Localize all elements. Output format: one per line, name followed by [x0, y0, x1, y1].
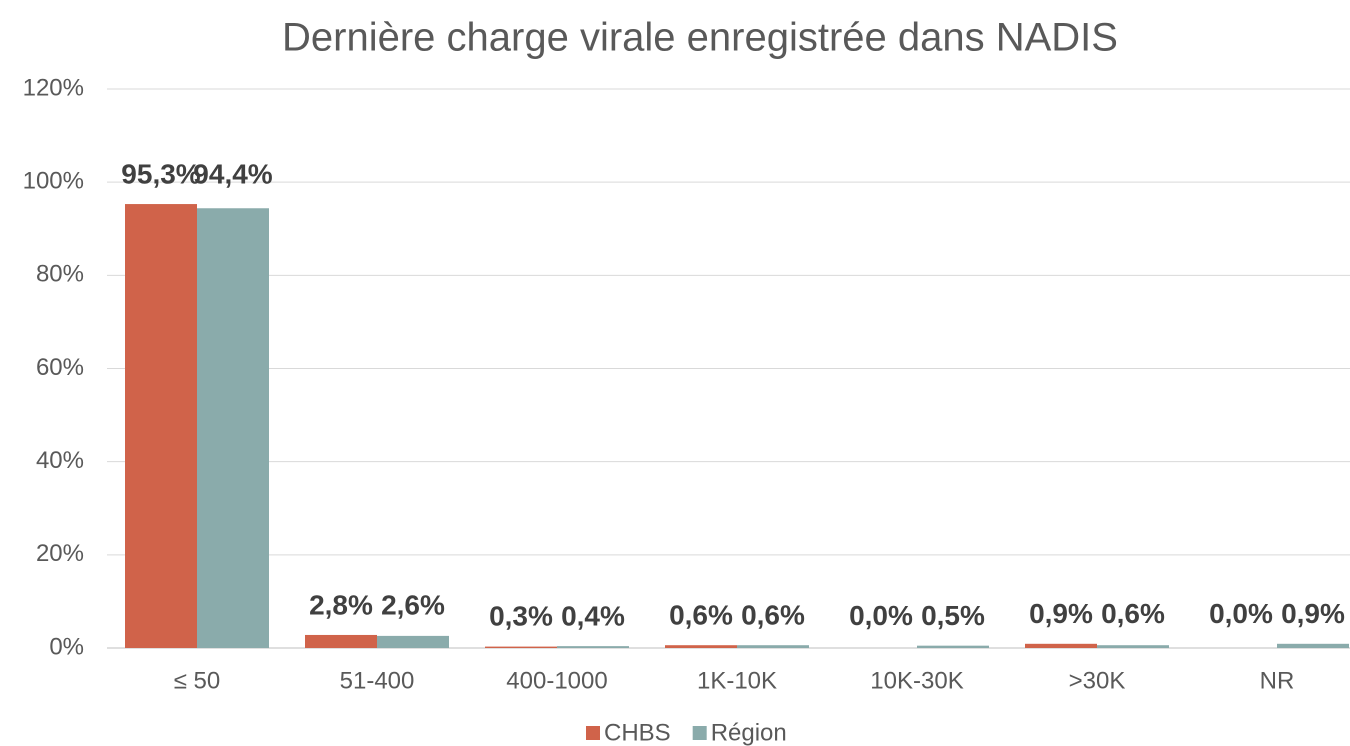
data-label: 0,0%: [1209, 598, 1273, 629]
bar: [1025, 643, 1097, 648]
bar: [305, 634, 377, 648]
y-tick-label: 80%: [36, 261, 84, 288]
bar: [485, 646, 557, 648]
data-label: 94,4%: [193, 158, 272, 189]
data-label: 0,6%: [741, 600, 805, 631]
x-tick-label: 1K-10K: [697, 667, 777, 694]
y-tick-label: 0%: [49, 633, 84, 660]
bar: [665, 645, 737, 648]
bar: [1277, 643, 1349, 648]
x-tick-label: 10K-30K: [870, 667, 963, 694]
x-tick-label: >30K: [1069, 667, 1126, 694]
chart-title: Dernière charge virale enregistrée dans …: [282, 16, 1118, 60]
data-label: 0,4%: [561, 601, 625, 632]
data-label: 0,0%: [849, 600, 913, 631]
bar: [125, 204, 197, 648]
legend-swatch: [586, 726, 600, 740]
data-label: 0,3%: [489, 601, 553, 632]
data-label: 2,8%: [309, 589, 373, 620]
data-label: 0,9%: [1029, 598, 1093, 629]
data-label: 95,3%: [121, 158, 200, 189]
bar: [737, 645, 809, 648]
legend-label: CHBS: [604, 719, 671, 746]
data-label: 0,9%: [1281, 598, 1345, 629]
x-tick-label: 400-1000: [506, 667, 607, 694]
data-label: 0,6%: [669, 600, 733, 631]
bar: [197, 208, 269, 648]
bar: [377, 635, 449, 648]
legend-label: Région: [711, 719, 787, 746]
y-tick-label: 100%: [23, 168, 84, 195]
y-tick-label: 120%: [23, 74, 84, 101]
bar: [917, 645, 989, 648]
x-tick-label: NR: [1260, 667, 1295, 694]
data-label: 0,5%: [921, 600, 985, 631]
y-tick-label: 20%: [36, 540, 84, 567]
x-tick-label: 51-400: [340, 667, 415, 694]
legend-swatch: [692, 726, 707, 740]
y-tick-label: 40%: [36, 447, 84, 474]
bar: [1097, 645, 1169, 648]
y-tick-label: 60%: [36, 354, 84, 381]
x-tick-label: ≤ 50: [174, 667, 221, 694]
data-label: 0,6%: [1101, 598, 1165, 629]
data-label: 2,6%: [381, 589, 445, 620]
bar: [557, 646, 629, 648]
